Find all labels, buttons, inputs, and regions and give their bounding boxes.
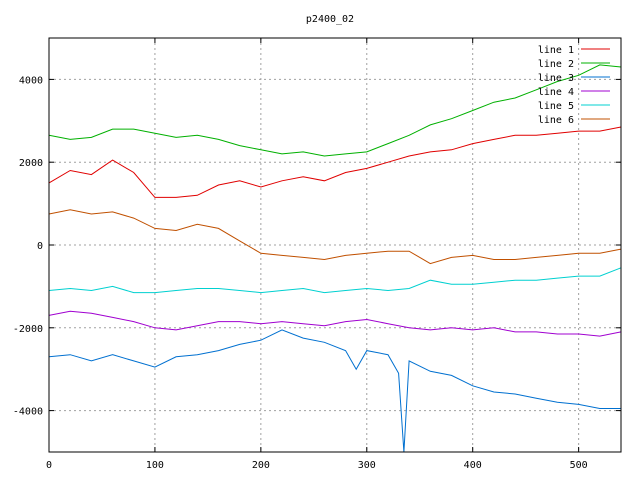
y-tick-label: -4000 <box>13 407 43 418</box>
series-line-6 <box>48 209 622 265</box>
y-tick-label: -2000 <box>13 324 43 335</box>
axis-layer: 0 100 200 300 400 500 -4000 -2000 0 2000 4000 <box>13 38 621 471</box>
x-tick-label: 300 <box>358 460 376 471</box>
y-tick-label: 4000 <box>19 75 43 86</box>
legend-label-1: line 1 <box>538 45 574 56</box>
series-line-2 <box>48 64 622 157</box>
legend-label-6: line 6 <box>538 115 574 126</box>
legend: line 1 line 2 line 3 line 4 line 5 line 6 <box>538 45 610 126</box>
x-tick-label: 500 <box>570 460 588 471</box>
series-line-5 <box>48 267 622 294</box>
legend-label-5: line 5 <box>538 101 574 112</box>
x-tick-label: 200 <box>252 460 270 471</box>
grid-layer <box>49 38 621 452</box>
series-line-4 <box>48 310 622 337</box>
chart-title: p2400_02 <box>306 14 354 25</box>
x-tick-label: 0 <box>46 460 52 471</box>
legend-label-2: line 2 <box>538 59 574 70</box>
legend-label-4: line 4 <box>538 87 574 98</box>
series-line-1 <box>48 126 622 198</box>
x-tick-label: 400 <box>464 460 482 471</box>
x-tick-label: 100 <box>146 460 164 471</box>
y-tick-label: 0 <box>37 241 43 252</box>
series-layer <box>48 64 622 453</box>
legend-label-3: line 3 <box>538 73 574 84</box>
series-line-3 <box>48 329 621 453</box>
y-tick-label: 2000 <box>19 158 43 169</box>
